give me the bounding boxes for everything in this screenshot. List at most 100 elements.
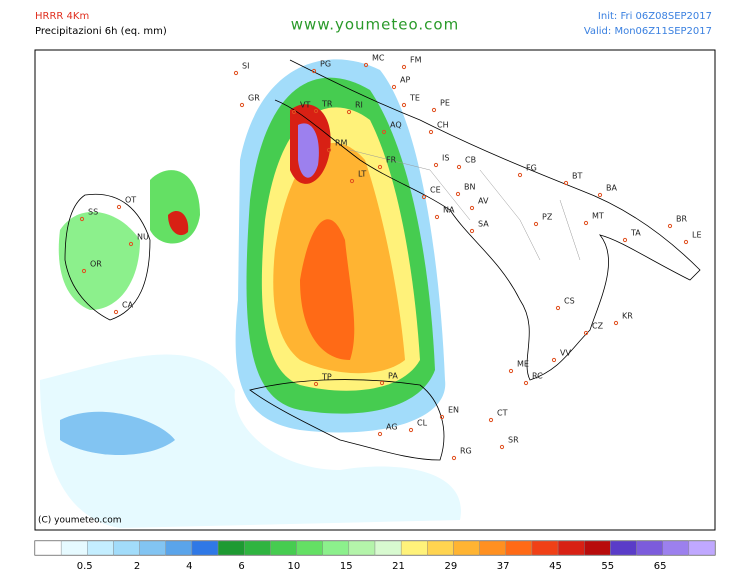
city-dot — [431, 107, 437, 113]
legend-label: 37 — [497, 561, 510, 572]
city-label: PA — [388, 372, 398, 381]
city-dot — [128, 241, 134, 247]
city-label: CS — [564, 297, 575, 306]
city-dot — [408, 427, 414, 433]
copyright: (C) youmeteo.com — [38, 516, 122, 526]
site: www.youmeteo.com — [291, 16, 459, 34]
city-dot — [533, 221, 539, 227]
legend-label: 2 — [134, 561, 140, 572]
city-dot — [113, 309, 119, 315]
city-dot — [313, 108, 319, 114]
city-dot — [683, 239, 689, 245]
city-dot — [667, 223, 673, 229]
city-dot — [326, 147, 332, 153]
city-dot — [421, 194, 427, 200]
legend-swatch — [60, 540, 88, 556]
legend-swatch — [531, 540, 559, 556]
city-dot — [391, 84, 397, 90]
city-dot — [456, 164, 462, 170]
legend-swatch — [610, 540, 637, 556]
city-label: IS — [442, 154, 449, 163]
city-dot — [311, 68, 317, 74]
city-label: RI — [355, 101, 363, 110]
legend-label: 4 — [186, 561, 192, 572]
city-label: BN — [464, 183, 475, 192]
city-dot — [401, 102, 407, 108]
city-dot — [613, 320, 619, 326]
city-dot — [499, 444, 505, 450]
legend-label: 15 — [340, 561, 353, 572]
legend-label: 21 — [392, 561, 405, 572]
legend-swatch — [557, 540, 585, 556]
city-dot — [439, 414, 445, 420]
city-label: AP — [400, 76, 410, 85]
city-label: SI — [242, 62, 249, 71]
city-dot — [469, 228, 475, 234]
city-label: PE — [440, 99, 450, 108]
legend-label: 0.5 — [77, 561, 93, 572]
city-label: CL — [417, 419, 428, 428]
legend-swatch — [427, 540, 454, 556]
city-label: ME — [517, 360, 529, 369]
legend-swatch — [636, 540, 663, 556]
legend-swatch — [453, 540, 480, 556]
legend-label: 65 — [654, 561, 667, 572]
city-label: SA — [478, 220, 489, 229]
city-dot — [583, 330, 589, 336]
city-dot — [377, 431, 383, 437]
city-label: NA — [443, 206, 455, 215]
city-label: EN — [448, 406, 459, 415]
city-dot — [597, 192, 603, 198]
city-label: OT — [125, 196, 136, 205]
city-label: BR — [676, 215, 687, 224]
legend-swatch — [87, 540, 114, 556]
city-label: CB — [465, 156, 476, 165]
legend-label: 29 — [444, 561, 457, 572]
legend-swatch — [505, 540, 533, 556]
city-dot — [622, 237, 628, 243]
city-label: NU — [137, 233, 149, 242]
city-dot — [455, 191, 461, 197]
city-label: CZ — [592, 322, 604, 331]
city-dot — [523, 380, 529, 386]
city-dot — [379, 380, 385, 386]
legend-label: 10 — [288, 561, 301, 572]
legend-swatch — [34, 540, 62, 556]
city-label: VV — [560, 349, 571, 358]
city-label: OR — [90, 260, 102, 269]
city-label: KR — [622, 312, 633, 321]
city-dot — [551, 357, 557, 363]
city-label: LE — [692, 231, 702, 240]
city-dot — [239, 102, 245, 108]
city-dot — [401, 64, 407, 70]
legend-swatch — [688, 540, 716, 556]
city-dot — [79, 216, 85, 222]
init: Init: Fri 06Z08SEP2017 — [598, 11, 712, 22]
legend-swatch — [165, 540, 193, 556]
legend-label: 55 — [601, 561, 614, 572]
city-label: FG — [526, 164, 537, 173]
city-dot — [583, 220, 589, 226]
legend-swatch — [479, 540, 506, 556]
legend-swatch — [139, 540, 166, 556]
city-label: RC — [532, 372, 543, 381]
model: HRRR 4Km — [35, 11, 89, 22]
city-label: VT — [300, 101, 310, 110]
city-dot — [488, 417, 494, 423]
city-label: RG — [460, 447, 472, 456]
city-label: MT — [592, 212, 604, 221]
legend-swatch — [217, 540, 245, 556]
city-label: FR — [386, 156, 397, 165]
legend-swatch — [191, 540, 219, 556]
city-label: FM — [410, 56, 422, 65]
city-label: CE — [430, 186, 441, 195]
valid: Valid: Mon06Z11SEP2017 — [584, 26, 712, 37]
city-label: PZ — [542, 213, 553, 222]
city-dot — [346, 109, 352, 115]
legend-label: 45 — [549, 561, 562, 572]
legend-swatch — [348, 540, 376, 556]
city-dot — [469, 205, 475, 211]
legend-swatch — [374, 540, 402, 556]
legend-swatch — [244, 540, 271, 556]
